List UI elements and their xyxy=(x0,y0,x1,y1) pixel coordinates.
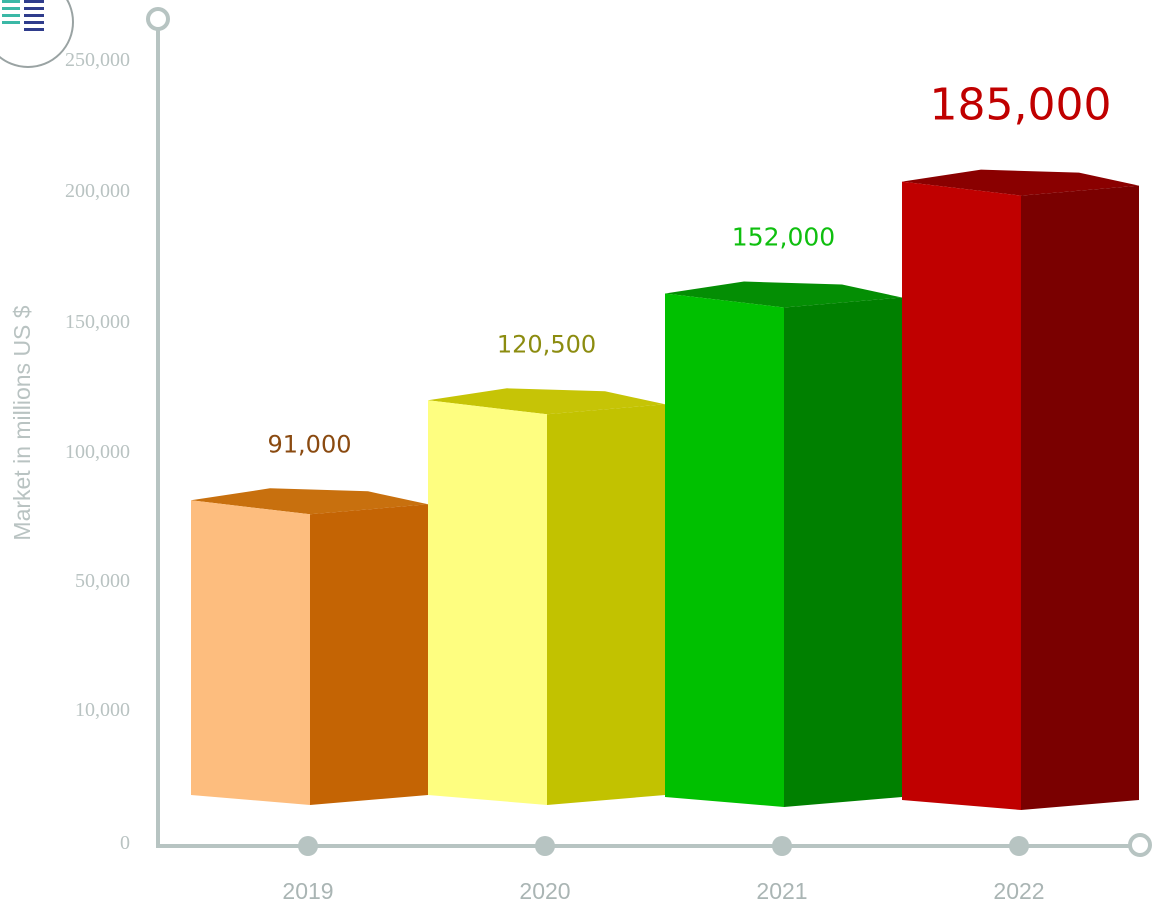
bar-top-face xyxy=(665,281,902,308)
data-label: 120,500 xyxy=(497,330,596,358)
x-tick-marker xyxy=(1009,836,1029,856)
data-label: 91,000 xyxy=(268,430,352,458)
y-tick-label: 250,000 xyxy=(65,49,130,71)
bar-side-face xyxy=(1021,185,1139,810)
bar-front-face xyxy=(191,500,310,805)
x-tick-label: 2021 xyxy=(756,878,807,904)
y-axis-ticks: 0 10,000 50,000 100,000 150,000 200,000 250,00… xyxy=(65,49,130,854)
bar-side-face xyxy=(784,297,902,807)
y-tick-label: 150,000 xyxy=(65,311,130,333)
bar-top-face xyxy=(428,388,665,415)
x-axis-labels: 2019 2020 2021 2022 xyxy=(282,836,1045,904)
x-axis-end-marker xyxy=(1128,833,1152,857)
bar-2019 xyxy=(191,488,428,805)
y-tick-label: 10,000 xyxy=(75,699,130,721)
data-label: 185,000 xyxy=(930,80,1112,131)
chart-axes xyxy=(146,7,1152,857)
x-tick-marker xyxy=(772,836,792,856)
x-tick-label: 2022 xyxy=(993,878,1044,904)
x-tick-marker xyxy=(535,836,555,856)
bar-front-face xyxy=(902,181,1021,810)
data-label: 152,000 xyxy=(732,223,835,252)
bar-2020 xyxy=(428,388,665,805)
bars: 91,000 120,500 152,000 185,000 xyxy=(191,80,1139,810)
bar-front-face xyxy=(665,293,784,807)
y-axis-title: Market in millions US $ xyxy=(9,305,35,540)
bar-front-face xyxy=(428,400,547,805)
y-tick-label: 200,000 xyxy=(65,180,130,202)
bar-side-face xyxy=(310,504,428,805)
bar-chart-logo-icon xyxy=(0,0,74,68)
bar-side-face xyxy=(547,404,665,805)
y-tick-label: 50,000 xyxy=(75,570,130,592)
bar-2022 xyxy=(902,169,1139,810)
y-tick-label: 0 xyxy=(120,832,130,854)
bar-top-face xyxy=(902,169,1139,196)
x-tick-label: 2020 xyxy=(519,878,570,904)
y-axis-end-marker xyxy=(146,7,170,31)
bar-2021 xyxy=(665,281,902,807)
bar-top-face xyxy=(191,488,428,515)
y-tick-label: 100,000 xyxy=(65,441,130,463)
x-tick-marker xyxy=(298,836,318,856)
x-tick-label: 2019 xyxy=(282,878,333,904)
